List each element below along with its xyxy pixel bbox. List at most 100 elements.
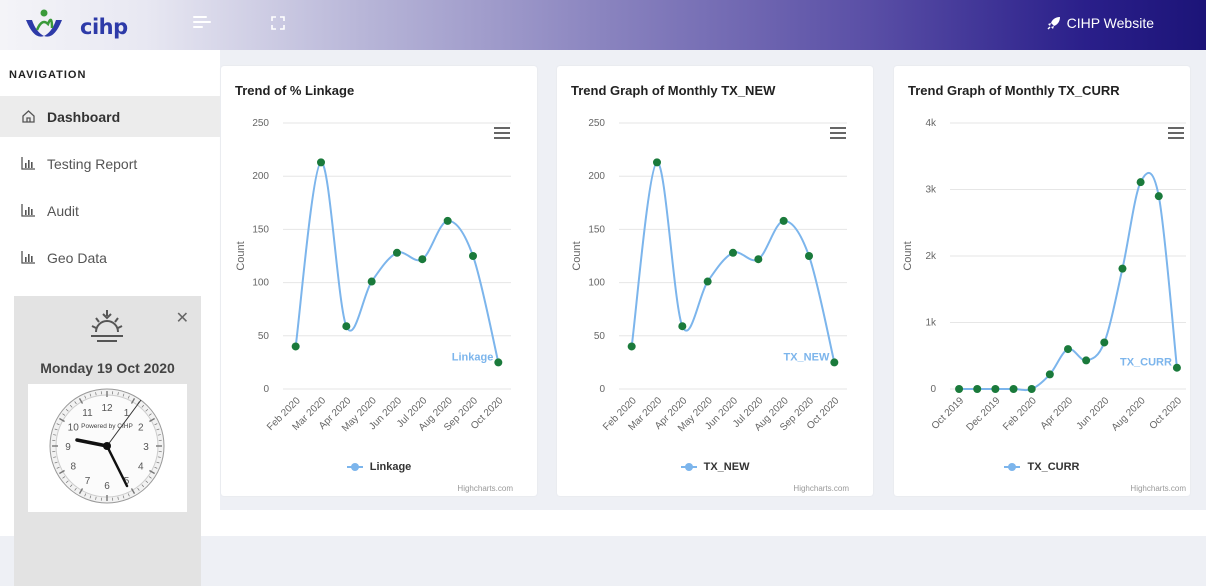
y-axis-title: Count — [235, 241, 247, 270]
y-tick-label: 1k — [925, 318, 937, 329]
data-point — [1137, 178, 1145, 186]
y-tick-label: 100 — [252, 278, 269, 289]
bottom-panel — [220, 510, 1206, 536]
data-point — [444, 217, 452, 225]
y-tick-label: 250 — [252, 118, 269, 129]
y-tick-label: 2k — [925, 251, 937, 262]
fullscreen-icon[interactable] — [271, 16, 285, 30]
y-tick-label: 50 — [594, 331, 606, 342]
data-point — [830, 358, 838, 366]
series-line — [296, 162, 499, 362]
series-label: Linkage — [452, 351, 494, 363]
data-point — [1100, 338, 1108, 346]
y-tick-label: 150 — [588, 224, 605, 235]
site-link-label: CIHP Website — [1067, 15, 1154, 31]
data-point — [628, 342, 636, 350]
widget-date: Monday 19 Oct 2020 — [14, 360, 201, 376]
y-tick-label: 0 — [930, 384, 936, 395]
menu-toggle-icon[interactable] — [193, 16, 211, 32]
data-point — [368, 278, 376, 286]
data-point — [418, 255, 426, 263]
y-tick-label: 0 — [263, 384, 269, 395]
x-tick-label: Aug 2020 — [1110, 395, 1148, 433]
data-point — [729, 249, 737, 257]
data-point — [805, 252, 813, 260]
sidebar-item-audit[interactable]: Audit — [0, 190, 220, 231]
y-tick-label: 100 — [588, 278, 605, 289]
data-point — [1082, 356, 1090, 364]
sidebar-item-label: Geo Data — [47, 250, 107, 266]
data-point — [1046, 370, 1054, 378]
clock-number: 9 — [65, 442, 71, 453]
legend-marker-icon — [681, 462, 697, 472]
data-point — [1028, 385, 1036, 393]
cihp-logo[interactable]: cihp — [24, 6, 134, 44]
series-label: TX_CURR — [1120, 357, 1172, 369]
x-tick-label: Oct 2019 — [930, 395, 967, 432]
chart-title: Trend Graph of Monthly TX_CURR — [908, 83, 1120, 98]
chart-legend[interactable]: TX_CURR — [894, 461, 1190, 473]
y-axis-title: Count — [571, 241, 583, 270]
cihp-website-link[interactable]: CIHP Website — [1047, 15, 1154, 31]
clock-number: 4 — [138, 462, 144, 473]
series-label: TX_NEW — [783, 351, 829, 363]
data-point — [955, 385, 963, 393]
chart-title: Trend of % Linkage — [235, 83, 354, 98]
nav-heading: NAVIGATION — [9, 69, 86, 81]
logo-text: cihp — [80, 15, 128, 39]
sidebar-item-label: Dashboard — [47, 109, 120, 125]
clock-number: 3 — [143, 442, 149, 453]
clock-number: 12 — [101, 403, 113, 414]
data-point — [393, 249, 401, 257]
data-point — [494, 358, 502, 366]
data-point — [1064, 345, 1072, 353]
data-point — [1118, 265, 1126, 273]
data-point — [1173, 364, 1181, 372]
y-tick-label: 150 — [252, 224, 269, 235]
top-bar: cihp CIHP Website — [0, 0, 1206, 50]
x-tick-label: Dec 2019 — [964, 395, 1002, 433]
clock-number: 11 — [82, 408, 93, 419]
y-tick-label: 50 — [258, 331, 270, 342]
chart-title: Trend Graph of Monthly TX_NEW — [571, 83, 775, 98]
sunrise-icon — [87, 306, 127, 346]
legend-label: TX_NEW — [704, 461, 750, 473]
rocket-icon — [1047, 16, 1061, 30]
chart-credit[interactable]: Highcharts.com — [1130, 484, 1186, 493]
sidebar-item-dashboard[interactable]: Dashboard — [0, 96, 220, 137]
y-tick-label: 4k — [925, 118, 937, 129]
chart-legend[interactable]: TX_NEW — [557, 461, 873, 473]
clock-brand: Powered by CIHP — [81, 423, 133, 430]
legend-label: Linkage — [370, 461, 412, 473]
sidebar-item-label: Testing Report — [47, 156, 137, 172]
y-tick-label: 250 — [588, 118, 605, 129]
data-point — [1155, 192, 1163, 200]
sidebar-item-geo-data[interactable]: Geo Data — [0, 237, 220, 278]
data-point — [704, 278, 712, 286]
close-icon[interactable]: ✕ — [176, 308, 189, 328]
chart-legend[interactable]: Linkage — [221, 461, 537, 473]
x-tick-label: Jun 2020 — [1075, 395, 1112, 432]
sidebar-item-testing-report[interactable]: Testing Report — [0, 143, 220, 184]
x-tick-label: Oct 2020 — [1148, 395, 1185, 432]
chart-card-tx-new: Trend Graph of Monthly TX_NEW 0 50 100 150 2… — [557, 66, 873, 496]
bar-chart-icon — [21, 251, 36, 264]
bar-chart-icon — [21, 204, 36, 217]
data-point — [991, 385, 999, 393]
legend-marker-icon — [1004, 462, 1020, 472]
data-point — [469, 252, 477, 260]
chart-credit[interactable]: Highcharts.com — [457, 484, 513, 493]
data-point — [973, 385, 981, 393]
y-tick-label: 0 — [599, 384, 605, 395]
chart-credit[interactable]: Highcharts.com — [793, 484, 849, 493]
data-point — [317, 158, 325, 166]
clock-number: 2 — [138, 423, 144, 434]
bar-chart-icon — [21, 157, 36, 170]
clock-number: 8 — [70, 462, 76, 473]
